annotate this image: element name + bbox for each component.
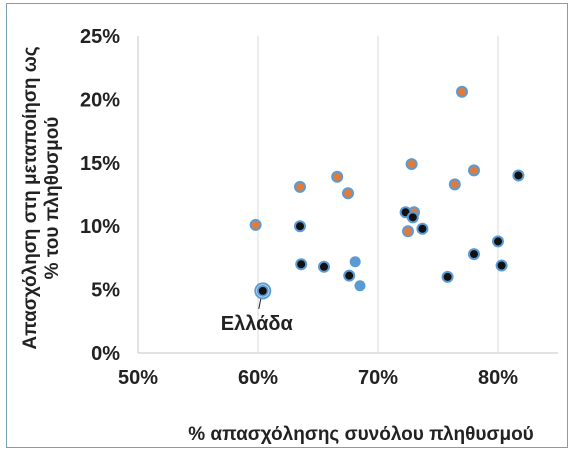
y-axis-title-line-1: Απασχόληση στη μεταποίηση ως: [20, 46, 41, 349]
data-points: [249, 85, 525, 297]
data-point-black: [495, 259, 508, 272]
data-point-orange: [405, 158, 418, 171]
axes: [137, 36, 558, 354]
y-tick-label: 10%: [80, 216, 120, 238]
annotation-label: Ελλάδα: [221, 313, 294, 335]
data-point-orange: [456, 85, 468, 98]
data-point-orange: [342, 187, 354, 200]
data-point-orange: [468, 164, 480, 177]
data-point-black: [441, 270, 454, 283]
x-tick-labels: 50% 60% 70% 80%: [118, 367, 518, 389]
data-point-orange: [448, 178, 461, 191]
data-point-black: [295, 258, 308, 271]
x-tick-label: 50%: [118, 367, 158, 389]
data-point-blue: [354, 280, 366, 292]
x-axis-title: % απασχόλησης συνόλου πληθυσμού: [188, 424, 533, 445]
y-tick-label: 5%: [91, 280, 120, 302]
data-point-black: [318, 260, 330, 273]
y-tick-labels: 0% 5% 10% 15% 20% 25%: [80, 26, 120, 365]
data-point-black: [468, 248, 480, 261]
data-point-orange: [249, 218, 262, 231]
gridlines: [257, 36, 499, 353]
data-point-blue: [349, 256, 361, 268]
y-tick-label: 20%: [80, 89, 120, 111]
data-point-black: [416, 222, 429, 235]
x-tick-label: 70%: [358, 367, 398, 389]
x-tick-label: 80%: [478, 367, 518, 389]
y-axis-title-line-2: % του πληθυσμού: [42, 117, 63, 280]
data-point-orange: [294, 180, 306, 193]
x-tick-label: 60%: [238, 367, 278, 389]
data-point-black: [492, 235, 504, 248]
data-point-orange: [331, 170, 344, 183]
y-tick-label: 0%: [91, 343, 120, 365]
data-point-black: [512, 169, 525, 182]
y-tick-label: 25%: [80, 26, 120, 48]
data-point-orange: [402, 225, 414, 238]
annotations: Ελλάδα: [221, 282, 294, 335]
data-point-black: [256, 284, 269, 297]
data-point-black: [294, 220, 306, 233]
y-tick-label: 15%: [80, 153, 120, 175]
data-point-black: [343, 269, 356, 282]
data-point-black: [406, 211, 419, 224]
annotation-leader-line: [258, 298, 262, 309]
chart-frame: [6, 3, 568, 448]
highlight-ring: [254, 282, 272, 300]
